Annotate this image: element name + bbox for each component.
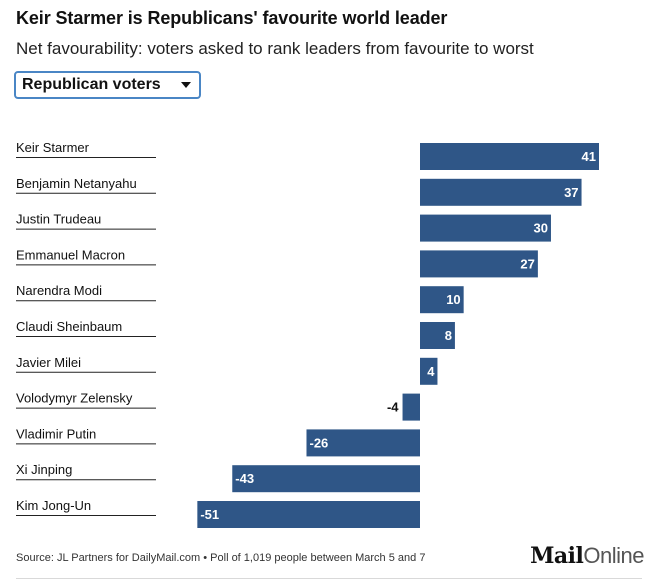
bar (402, 393, 420, 421)
logo-online: Online (583, 543, 644, 568)
bar (420, 178, 582, 206)
bar (420, 250, 538, 278)
voter-group-selected: Republican voters (22, 76, 161, 93)
category-label: Claudi Sheinbaum (16, 319, 122, 334)
category-label: Volodymyr Zelensky (16, 391, 133, 406)
logo-mail: Mail (530, 543, 584, 569)
category-label: Benjamin Netanyahu (16, 176, 137, 191)
bar (306, 429, 420, 457)
bar (420, 322, 455, 349)
value-label: 8 (445, 328, 452, 343)
value-label: -43 (235, 471, 254, 486)
caret-down-icon (181, 82, 191, 88)
value-label: 10 (446, 292, 460, 307)
bar (420, 357, 438, 385)
value-label: 30 (534, 221, 548, 236)
value-label: 37 (564, 185, 578, 200)
bar-row: Benjamin Netanyahu 37 (16, 176, 582, 206)
bar-chart: Keir Starmer 41 Benjamin Netanyahu 37 Justin… (16, 140, 599, 528)
bar-row: Keir Starmer 41 (16, 140, 599, 170)
value-label: -4 (387, 400, 399, 415)
voter-group-dropdown[interactable]: Republican voters (14, 71, 201, 99)
value-label: 27 (520, 256, 534, 271)
bar (420, 286, 464, 314)
bar (197, 501, 420, 528)
category-label: Emmanuel Macron (16, 247, 125, 262)
category-label: Kim Jong-Un (16, 498, 91, 513)
bar-row: Justin Trudeau 30 (16, 212, 551, 242)
source-note: Source: JL Partners for DailyMail.com • … (16, 552, 426, 564)
category-label: Narendra Modi (16, 283, 102, 298)
category-label: Xi Jinping (16, 462, 72, 477)
bar-row: Xi Jinping -43 (16, 462, 420, 493)
bar (420, 143, 599, 170)
bar (420, 214, 551, 242)
bar-row: Narendra Modi 10 (16, 283, 464, 314)
value-label: -51 (200, 507, 219, 522)
category-label: Justin Trudeau (16, 212, 101, 227)
chart-title: Keir Starmer is Republicans' favourite w… (16, 8, 448, 28)
bar-row: Kim Jong-Un -51 (16, 498, 420, 528)
bar-row: Volodymyr Zelensky -4 (16, 391, 420, 421)
value-label: 4 (427, 364, 435, 379)
bar-row: Javier Milei 4 (16, 355, 438, 385)
category-label: Javier Milei (16, 355, 81, 370)
category-label: Vladimir Putin (16, 426, 96, 441)
value-label: -26 (309, 435, 328, 450)
mailonline-logo: MailOnline (530, 543, 644, 569)
category-label: Keir Starmer (16, 140, 90, 155)
footer-divider (16, 578, 642, 579)
bar (232, 465, 420, 493)
bar-row: Vladimir Putin -26 (16, 426, 420, 457)
value-label: 41 (582, 149, 596, 164)
bar-row: Emmanuel Macron 27 (16, 247, 538, 278)
chart-subtitle: Net favourability: voters asked to rank … (16, 39, 534, 58)
bar-row: Claudi Sheinbaum 8 (16, 319, 455, 349)
